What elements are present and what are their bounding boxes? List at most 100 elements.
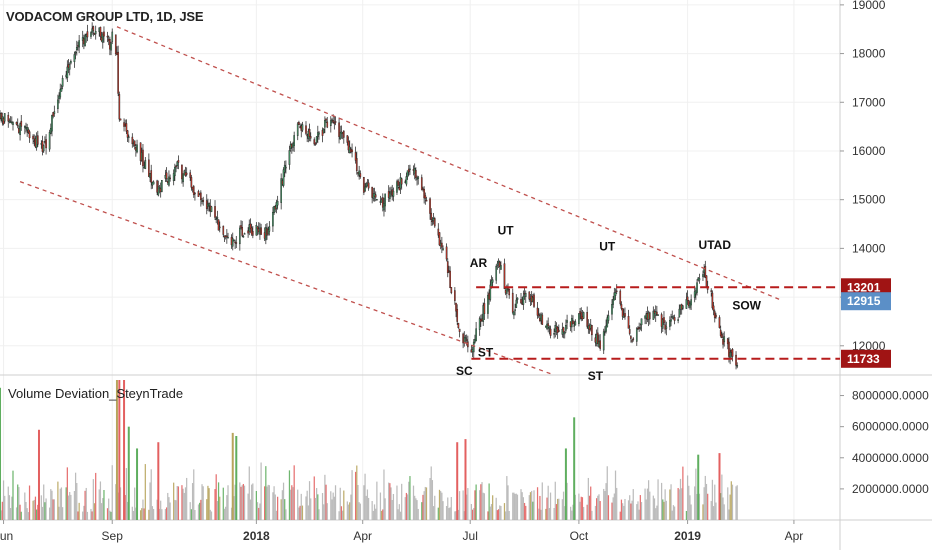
candle (158, 187, 161, 189)
candle (189, 172, 192, 178)
volume-bar (52, 499, 54, 520)
volume-bar (341, 510, 344, 520)
candle (671, 316, 674, 318)
volume-bar (682, 466, 684, 520)
candle (431, 220, 434, 222)
candle (731, 349, 734, 357)
candle (214, 206, 216, 218)
candle (631, 340, 633, 342)
volume-bar (591, 510, 593, 520)
candle (546, 323, 548, 329)
channel-upper-line (116, 26, 780, 301)
candle (728, 341, 730, 357)
volume-bar (78, 502, 80, 520)
candle (573, 325, 575, 327)
candle (326, 121, 329, 128)
volume-spike (136, 448, 139, 520)
candle (632, 338, 635, 340)
candle (663, 317, 665, 324)
volume-spike (231, 432, 234, 520)
volume-bar (549, 492, 552, 520)
candle (58, 95, 60, 99)
volume-bar (481, 482, 483, 520)
volume-bar (681, 488, 683, 520)
volume-spike (127, 426, 130, 520)
volume-bar (671, 510, 673, 520)
candle (661, 319, 664, 329)
volume-bar (161, 509, 163, 520)
volume-bar (398, 504, 400, 520)
candle (612, 299, 614, 305)
volume-bar (371, 501, 373, 520)
volume-bar (598, 494, 600, 520)
volume-bar (572, 504, 574, 520)
candle (66, 66, 69, 78)
volume-bar (91, 511, 93, 520)
volume-bar (670, 484, 672, 520)
candle (3, 113, 6, 122)
volume-bar (437, 507, 439, 520)
volume-bar (698, 493, 701, 520)
volume-bar (462, 490, 464, 520)
candle (231, 238, 234, 247)
candle (710, 290, 713, 292)
volume-bar (686, 475, 689, 520)
candle (566, 320, 568, 323)
volume-bar (384, 498, 386, 520)
candle (533, 294, 535, 307)
volume-bar (638, 509, 640, 520)
volume-bar (141, 508, 143, 520)
volume-bar (380, 510, 383, 520)
volume-bar (50, 489, 52, 520)
candle (495, 265, 498, 281)
candle (483, 303, 486, 314)
volume-bar (239, 482, 241, 520)
candle (607, 315, 610, 321)
volume-bar (158, 508, 161, 520)
volume-bar (605, 483, 607, 520)
volume-spike (573, 417, 576, 520)
volume-bar (200, 499, 202, 520)
price-tick-label: 16000 (852, 144, 886, 158)
volume-bar (548, 508, 550, 520)
candle (70, 60, 72, 64)
volume-bar (61, 507, 64, 520)
candle (441, 242, 443, 248)
volume-bar (647, 480, 650, 520)
volume-bar (677, 488, 679, 520)
volume-bar (177, 486, 180, 520)
candle (547, 323, 550, 327)
volume-bar (712, 506, 715, 520)
candle (548, 326, 551, 329)
volume-bar (265, 466, 267, 520)
candle (283, 164, 286, 173)
volume-bar (421, 502, 423, 520)
volume-bar (475, 484, 477, 520)
volume-bar (603, 488, 605, 520)
volume-bar (624, 498, 626, 520)
volume-bar (557, 498, 559, 520)
candle (242, 236, 245, 238)
volume-bar (507, 485, 509, 520)
candle (36, 135, 39, 145)
candle (194, 192, 196, 195)
volume-bar (392, 493, 395, 520)
volume-bar (53, 499, 55, 520)
volume-bar (404, 497, 406, 520)
candle (522, 295, 525, 305)
volume-bar (313, 476, 315, 520)
volume-bar (117, 492, 119, 520)
candle (7, 114, 10, 122)
candle (308, 129, 311, 137)
volume-bar (376, 481, 378, 520)
volume-bar (657, 479, 659, 520)
candle (293, 135, 295, 146)
volume-bar (533, 490, 535, 520)
volume-bar (639, 495, 641, 520)
candle (406, 170, 409, 177)
volume-bar (497, 509, 500, 520)
volume-bar (333, 496, 335, 520)
volume-bar (135, 507, 137, 520)
volume-bar (417, 508, 419, 520)
volume-bar (202, 486, 204, 520)
